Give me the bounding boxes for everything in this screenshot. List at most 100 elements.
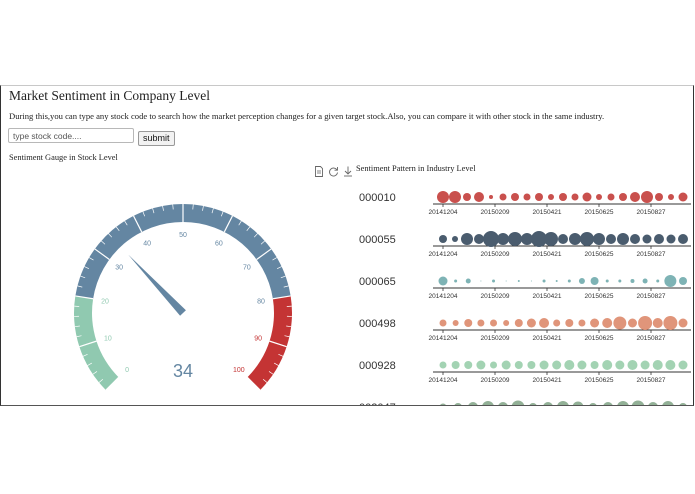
gauge-minor-tick (98, 379, 104, 383)
sentiment-bubble (605, 279, 609, 283)
gauge-band-1 (75, 204, 291, 299)
sentiment-bubble (474, 192, 484, 202)
sentiment-bubble (440, 403, 446, 405)
gauge-minor-tick (142, 211, 146, 217)
data-view-icon[interactable] (314, 166, 324, 177)
stock-code-label: 000065 (359, 276, 396, 288)
sentiment-bubble (535, 193, 543, 201)
page-description: During this,you can type any stock code … (9, 111, 605, 121)
gauge-band-2 (247, 295, 292, 391)
gauge-minor-tick (278, 353, 284, 357)
x-tick-label: 20150421 (533, 377, 562, 384)
sentiment-bubble (451, 361, 460, 369)
submit-button[interactable]: submit (138, 131, 175, 146)
gauge-minor-tick (260, 240, 265, 245)
sentiment-bubble (638, 316, 653, 330)
sentiment-bubble (552, 360, 562, 370)
gauge-major-tick (269, 340, 287, 348)
sentiment-bubble (514, 361, 523, 369)
x-tick-label: 20150625 (585, 335, 614, 342)
sentiment-bubble (449, 191, 461, 203)
sentiment-bubble (642, 234, 652, 244)
sentiment-bubble (617, 233, 629, 245)
gauge-minor-tick (87, 362, 93, 366)
gauge-tick-label: 100 (233, 367, 245, 374)
x-tick-label: 20141204 (429, 335, 458, 342)
industry-chart-title: Sentiment Pattern in Industry Level (356, 164, 476, 173)
download-icon[interactable] (343, 166, 353, 177)
sentiment-bubble (607, 193, 615, 201)
gauge-minor-tick (76, 335, 82, 338)
x-tick-label: 20150625 (585, 377, 614, 384)
sentiment-bubble (529, 403, 537, 405)
sentiment-bubble (578, 319, 586, 327)
x-tick-label: 20141204 (429, 377, 458, 384)
sentiment-bubble (564, 360, 575, 370)
sentiment-bubble (603, 402, 613, 405)
sentiment-bubble (630, 279, 635, 283)
gauge-major-tick (94, 248, 110, 260)
gauge-major-tick (75, 295, 94, 300)
sentiment-bubble (571, 193, 579, 201)
gauge-minor-tick (152, 208, 155, 214)
sentiment-bubble (565, 319, 574, 327)
gauge-minor-tick (262, 379, 268, 383)
gauge-tick-label: 40 (143, 241, 151, 248)
gauge-major-tick (256, 248, 272, 260)
sentiment-bubble (602, 318, 613, 328)
gauge-tick-label: 70 (243, 265, 251, 272)
sentiment-bubble (553, 319, 561, 327)
sentiment-bubble (640, 360, 650, 370)
x-tick-label: 20150625 (585, 251, 614, 258)
sentiment-bubble (668, 194, 674, 200)
industry-scatter-chart: 000010 20141204 20150209 20150421 20150625 20… (359, 191, 691, 405)
gauge-major-tick (223, 215, 234, 233)
sentiment-bubble (482, 401, 494, 405)
page-title: Market Sentiment in Company Level (9, 88, 210, 103)
gauge-minor-tick (92, 371, 98, 375)
gauge-band-0 (74, 295, 119, 391)
gauge-minor-tick (280, 275, 286, 279)
sentiment-bubble (480, 280, 482, 282)
gauge-minor-tick (253, 233, 258, 238)
gauge-tick-label: 60 (215, 241, 223, 248)
gauge-tick-label: 50 (179, 232, 187, 239)
sentiment-bubble (654, 234, 664, 244)
gauge-minor-tick (211, 208, 214, 214)
x-tick-label: 20141204 (429, 293, 458, 300)
sentiment-bubble (578, 278, 585, 284)
x-tick-label: 20150827 (637, 293, 666, 300)
sentiment-bubble (679, 277, 687, 285)
gauge-tick-label: 80 (257, 299, 265, 306)
x-tick-label: 20150827 (637, 209, 666, 216)
gauge-minor-tick (108, 233, 113, 238)
refresh-icon[interactable] (328, 166, 339, 177)
x-tick-label: 20150827 (637, 377, 666, 384)
sentiment-bubble (490, 361, 498, 369)
gauge-minor-tick (89, 257, 94, 261)
x-tick-label: 20141204 (429, 209, 458, 216)
sentiment-bubble (642, 278, 648, 284)
x-tick-label: 20150421 (533, 251, 562, 258)
sentiment-bubble (437, 191, 449, 203)
gauge-major-tick (105, 376, 120, 391)
stock-code-input[interactable] (8, 128, 134, 143)
gauge-major-tick (272, 295, 291, 300)
stock-code-label: 000928 (359, 360, 396, 372)
x-tick-label: 20150827 (637, 251, 666, 258)
gauge-minor-tick (202, 205, 204, 211)
gauge-minor-tick (286, 325, 292, 328)
sentiment-bubble (663, 316, 678, 330)
sentiment-bubble (648, 402, 658, 405)
gauge-minor-tick (74, 325, 80, 328)
sentiment-bubble (464, 319, 473, 327)
gauge-minor-tick (238, 220, 242, 226)
x-tick-label: 20150421 (533, 335, 562, 342)
sentiment-bubble (555, 280, 558, 282)
sentiment-bubble (558, 234, 568, 244)
gauge-major-tick (132, 215, 143, 233)
market-sentiment-panel: Market Sentiment in Company Level During… (0, 85, 694, 406)
sentiment-bubble (474, 234, 484, 244)
gauge-tick-label: 20 (101, 299, 109, 306)
sentiment-bubble (557, 401, 569, 405)
